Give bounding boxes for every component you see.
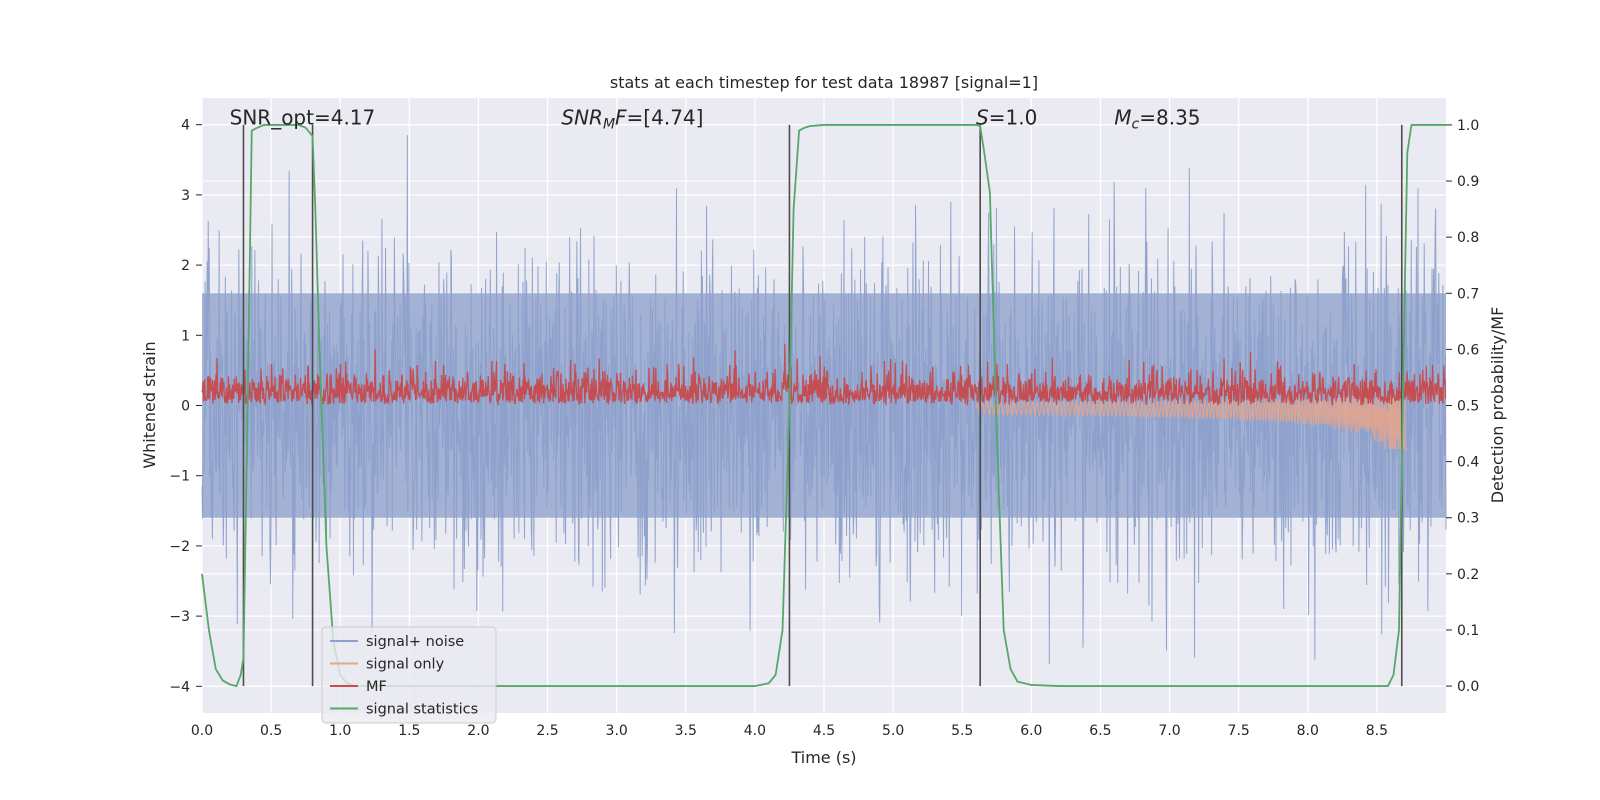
noise-line xyxy=(201,135,1447,665)
legend-label: signal+ noise xyxy=(366,634,464,650)
y2-axis-label: Detection probability/MF xyxy=(1488,307,1507,504)
y2-axis-ticks: 0.0 0.1 0.2 0.3 0.4 0.5 0.6 0.7 0.8 0.9 1.0 xyxy=(1446,118,1479,695)
y-tick-label: −1 xyxy=(169,469,190,485)
y-tick-label: −4 xyxy=(169,679,190,695)
x-tick-label: 7.0 xyxy=(1158,723,1180,739)
x-tick-label: 1.5 xyxy=(398,723,420,739)
x-tick-label: 1.0 xyxy=(329,723,351,739)
x-tick-label: 4.0 xyxy=(744,723,766,739)
legend-box xyxy=(321,626,497,724)
x-tick-label: 5.0 xyxy=(882,723,904,739)
annotation-text: S=1.0 xyxy=(976,106,1037,130)
y2-tick-label: 0.3 xyxy=(1457,511,1479,527)
x-tick-label: 0.5 xyxy=(260,723,282,739)
y2-tick-label: 1.0 xyxy=(1457,118,1479,134)
x-axis-ticks: 0.0 0.5 1.0 1.5 2.0 2.5 3.0 3.5 4.0 4.5 5.0 5.5 6.0 6… xyxy=(191,723,1388,739)
series-signal-statistics xyxy=(201,124,1446,688)
y-tick-label: 1 xyxy=(181,328,190,344)
series-signal-only xyxy=(975,396,1408,450)
y-tick-label: 4 xyxy=(181,118,190,134)
y2-tick-label: 0.9 xyxy=(1457,174,1479,190)
y2-tick-label: 0.0 xyxy=(1457,679,1479,695)
y2-tick-label: 0.5 xyxy=(1457,399,1479,415)
legend-label: signal only xyxy=(366,657,445,673)
x-tick-label: 4.5 xyxy=(813,723,835,739)
x-tick-label: 0.0 xyxy=(191,723,213,739)
y-axis-ticks: −4 −3 −2 −1 0 1 2 3 4 xyxy=(169,118,202,695)
legend: signal+ noise signal only MF signal statist… xyxy=(321,626,497,724)
legend-label: MF xyxy=(366,679,387,695)
x-tick-label: 3.5 xyxy=(675,723,697,739)
x-tick-label: 5.5 xyxy=(951,723,973,739)
legend-label: signal statistics xyxy=(366,702,478,718)
signal-only-line xyxy=(975,396,1408,450)
y-axis-label: Whitened strain xyxy=(140,341,159,468)
annotation-text: SNR_opt=4.17 xyxy=(230,106,376,130)
y-tick-label: −2 xyxy=(169,539,190,555)
x-tick-label: 3.0 xyxy=(606,723,628,739)
x-tick-label: 2.5 xyxy=(536,723,558,739)
signal-statistics-line xyxy=(201,124,1446,688)
y2-tick-label: 0.7 xyxy=(1457,286,1479,302)
x-tick-label: 6.0 xyxy=(1020,723,1042,739)
y2-tick-label: 0.8 xyxy=(1457,230,1479,246)
y-tick-label: −3 xyxy=(169,609,190,625)
y2-tick-label: 0.6 xyxy=(1457,342,1479,358)
y-tick-label: 0 xyxy=(181,399,190,415)
x-tick-label: 2.0 xyxy=(467,723,489,739)
y-tick-label: 3 xyxy=(181,188,190,204)
x-axis-label: Time (s) xyxy=(790,748,856,767)
x-tick-label: 7.5 xyxy=(1228,723,1250,739)
x-tick-label: 8.0 xyxy=(1297,723,1319,739)
mf-line xyxy=(201,343,1447,406)
y2-tick-label: 0.1 xyxy=(1457,623,1479,639)
x-tick-label: 8.5 xyxy=(1366,723,1388,739)
chart-title: stats at each timestep for test data 189… xyxy=(610,73,1038,92)
y2-tick-label: 0.2 xyxy=(1457,567,1479,583)
series-mf xyxy=(201,343,1447,406)
y2-tick-label: 0.4 xyxy=(1457,455,1479,471)
x-tick-label: 6.5 xyxy=(1089,723,1111,739)
y-tick-label: 2 xyxy=(181,258,190,274)
annotation-text: SNRMF=[4.74] xyxy=(561,106,703,133)
annotations: SNR_opt=4.17 SNRMF=[4.74] S=1.0 Mc=8.35 xyxy=(230,106,1201,133)
annotation-text: Mc=8.35 xyxy=(1114,106,1200,133)
